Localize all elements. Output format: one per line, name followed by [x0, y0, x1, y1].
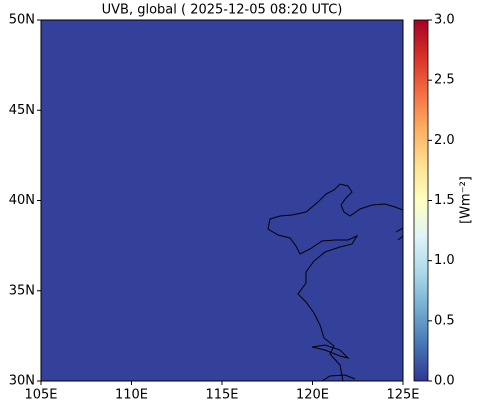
coast [311, 344, 356, 381]
colorbar-tick-label: 3.0 [434, 13, 455, 28]
y-tick-label: 30N [9, 374, 35, 389]
coast [395, 227, 403, 241]
chart-title: UVB, global ( 2025-12-05 08:20 UTC) [102, 3, 343, 18]
colorbar-tick-label: 1.5 [434, 193, 455, 208]
x-tick-label: 110E [115, 388, 148, 403]
x-tick-label: 115E [205, 388, 238, 403]
colorbar [413, 19, 429, 382]
colorbar-tick-label: 2.5 [434, 73, 455, 88]
y-tick-label: 35N [9, 283, 35, 298]
coastline [267, 183, 403, 381]
x-tick-label: 105E [24, 388, 57, 403]
y-tick-label: 50N [9, 13, 35, 28]
colorbar-tick-label: 0.5 [434, 313, 455, 328]
colorbar-tick-label: 1.0 [434, 253, 455, 268]
colorbar-tick-label: 0.0 [434, 374, 455, 389]
y-tick-label: 40N [9, 193, 35, 208]
uvb-field [41, 20, 403, 381]
coast [267, 183, 403, 381]
y-tick-label: 45N [9, 103, 35, 118]
colorbar-tick-label: 2.0 [434, 133, 455, 148]
colorbar-label: [Wm⁻²] [459, 176, 474, 224]
x-tick-label: 120E [296, 388, 329, 403]
x-tick-label: 125E [386, 388, 419, 403]
